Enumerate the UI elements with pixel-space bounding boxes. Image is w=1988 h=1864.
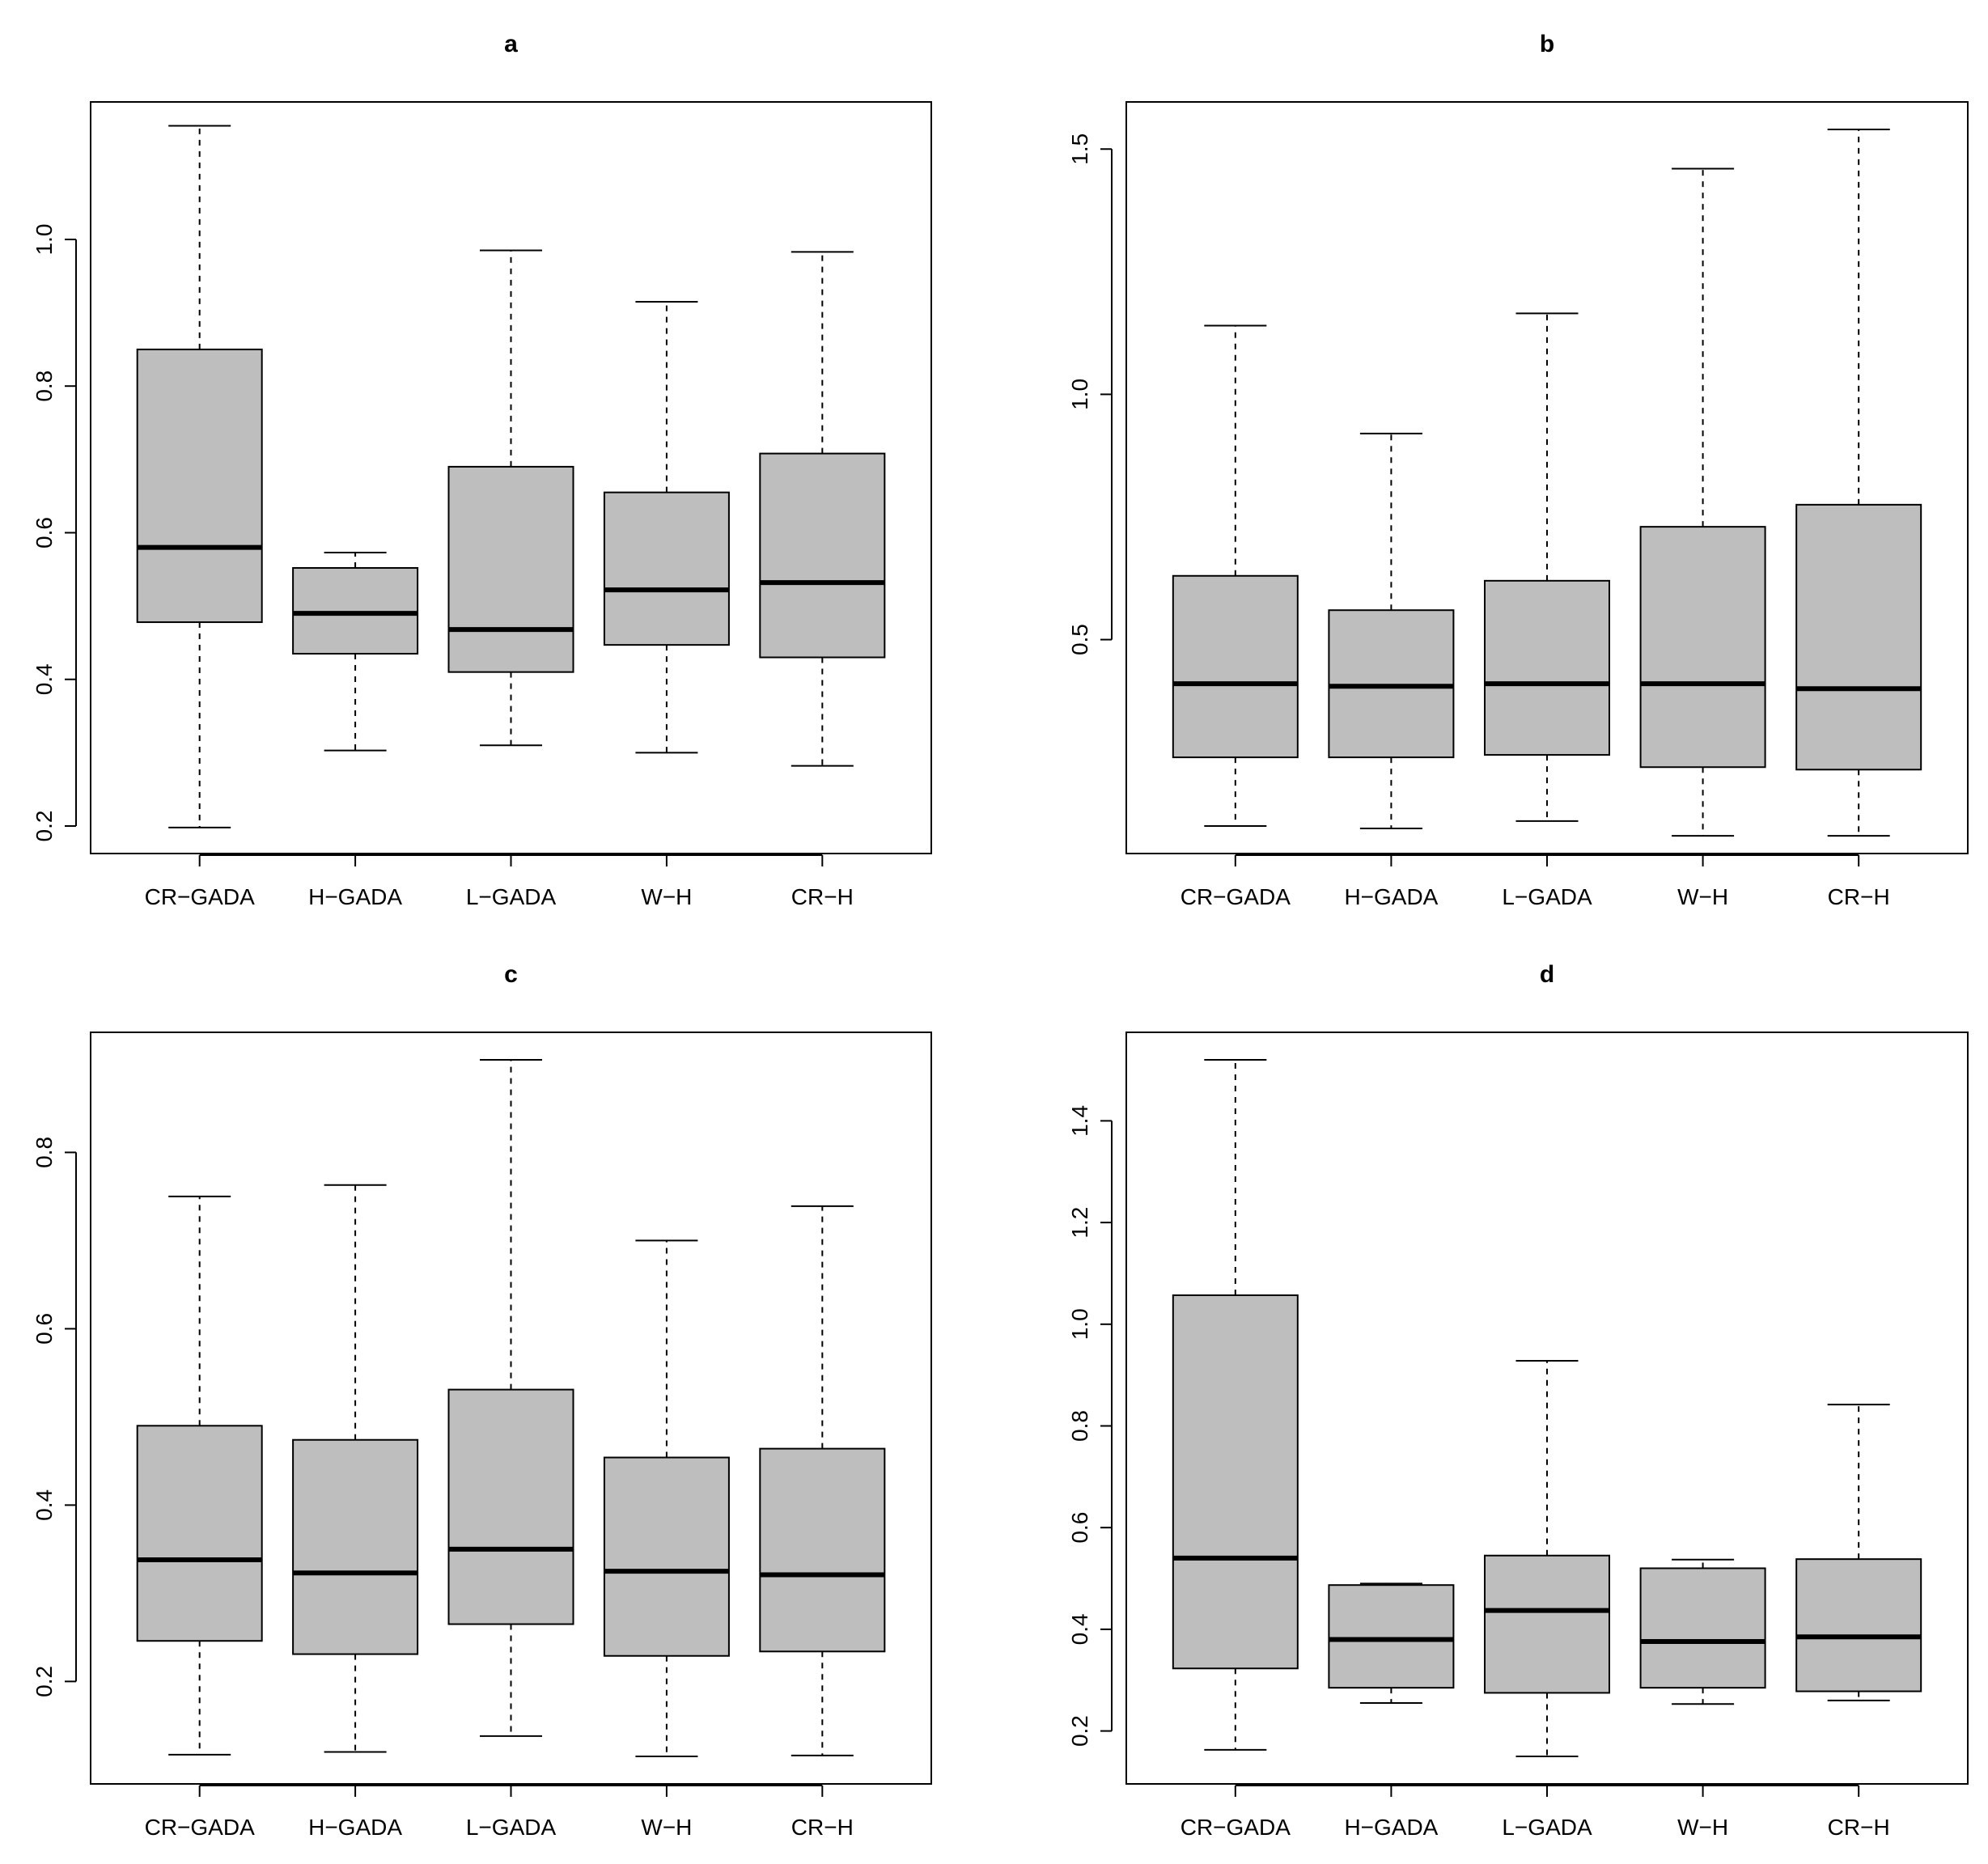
box-h-gada [292, 1184, 419, 1753]
box-w-h [1639, 167, 1766, 837]
y-tick-label: 1.0 [1067, 1308, 1092, 1340]
y-tick-label: 0.8 [32, 1137, 57, 1168]
y-tick-label: 0.6 [32, 517, 57, 549]
panel-c: c 0.2 0.4 0.6 0.8 CR−GADA H−GADA L−GADA W−H CR−H [32, 961, 932, 1840]
box-l-gada [447, 1059, 574, 1737]
y-tick-label: 0.4 [32, 1489, 57, 1521]
y-tick-label: 0.4 [1067, 1613, 1092, 1645]
iqr-box [603, 1456, 730, 1657]
x-tick-label: L−GADA [466, 884, 557, 909]
box-w-h [603, 300, 730, 754]
iqr-box [447, 465, 574, 673]
box-cr-h [1795, 1404, 1922, 1701]
y-tick-label: 0.2 [1067, 1715, 1092, 1747]
x-tick-label: CR−H [791, 884, 854, 909]
iqr-box [1172, 574, 1299, 759]
x-tick-label: CR−GADA [145, 884, 255, 909]
iqr-box [1639, 526, 1766, 769]
iqr-box [759, 1447, 886, 1653]
x-tick-label: W−H [1677, 1815, 1728, 1840]
y-tick-label: 0.8 [32, 371, 57, 402]
x-tick-label: H−GADA [308, 884, 402, 909]
box-cr-h [1795, 129, 1922, 837]
x-tick-label: CR−GADA [145, 1815, 255, 1840]
y-tick-label: 1.0 [1067, 379, 1092, 410]
panel-b: b 0.5 1.0 1.5 CR−GADA H−GADA L−GADA W−H CR−H [1067, 31, 1969, 909]
iqr-box [1639, 1567, 1766, 1689]
x-tick-label: W−H [641, 1815, 692, 1840]
box-cr-gada [1172, 1059, 1299, 1751]
panel-a: a 0.2 0.4 0.6 0.8 1.0 CR−GADA H−GADA L−GADA W−H CR… [32, 31, 932, 909]
y-tick-label: 1.4 [1067, 1105, 1092, 1137]
iqr-box [447, 1388, 574, 1625]
iqr-box [1795, 1558, 1922, 1692]
y-tick-label: 1.2 [1067, 1207, 1092, 1239]
plot-frame [90, 101, 932, 854]
plot-frame [90, 1032, 932, 1785]
box-l-gada [1484, 1360, 1610, 1757]
y-tick-label: 0.4 [32, 663, 57, 695]
iqr-box [1172, 1294, 1299, 1670]
panel-title: c [504, 961, 518, 988]
panel-title: b [1540, 31, 1554, 57]
box-h-gada [1328, 1582, 1455, 1705]
panel-title: a [504, 31, 518, 57]
y-tick-label: 0.2 [32, 811, 57, 842]
iqr-box [759, 452, 886, 659]
plot-frame [1125, 1032, 1969, 1785]
plot-frame [1125, 101, 1969, 854]
x-tick-label: L−GADA [466, 1815, 557, 1840]
x-tick-label: CR−GADA [1181, 884, 1291, 909]
y-tick-label: 0.5 [1067, 624, 1092, 655]
iqr-box [136, 348, 263, 624]
x-tick-label: CR−GADA [1181, 1815, 1291, 1840]
iqr-box [292, 566, 419, 655]
y-tick-label: 1.5 [1067, 133, 1092, 165]
iqr-box [1795, 503, 1922, 771]
x-tick-label: W−H [1677, 884, 1728, 909]
box-h-gada [292, 551, 419, 752]
x-tick-label: L−GADA [1502, 1815, 1592, 1840]
iqr-box [1484, 579, 1610, 756]
box-l-gada [447, 249, 574, 747]
x-tick-label: H−GADA [1344, 884, 1438, 909]
panel-d: d 0.2 0.4 0.6 0.8 1.0 1.2 1.4 CR−GADA H−GADA L−GAD… [1067, 961, 1969, 1840]
x-tick-label: CR−H [791, 1815, 854, 1840]
x-tick-label: L−GADA [1502, 884, 1592, 909]
iqr-box [292, 1438, 419, 1655]
iqr-box [1484, 1554, 1610, 1694]
box-cr-h [759, 251, 886, 767]
box-cr-h [759, 1205, 886, 1756]
x-tick-label: W−H [641, 884, 692, 909]
iqr-box [1328, 609, 1455, 759]
box-cr-gada [1172, 324, 1299, 827]
iqr-box [1328, 1584, 1455, 1689]
iqr-box [136, 1425, 263, 1642]
x-tick-label: H−GADA [308, 1815, 402, 1840]
panel-title: d [1540, 961, 1554, 988]
box-cr-gada [136, 1195, 263, 1756]
y-tick-label: 0.6 [1067, 1512, 1092, 1544]
box-h-gada [1328, 432, 1455, 830]
box-w-h [1639, 1558, 1766, 1705]
box-w-h [603, 1239, 730, 1757]
y-tick-label: 0.8 [1067, 1410, 1092, 1442]
y-tick-label: 0.6 [32, 1313, 57, 1345]
x-tick-label: CR−H [1828, 884, 1890, 909]
x-tick-label: H−GADA [1344, 1815, 1438, 1840]
x-tick-label: CR−H [1828, 1815, 1890, 1840]
y-tick-label: 1.0 [32, 223, 57, 255]
box-l-gada [1484, 312, 1610, 822]
box-cr-gada [136, 125, 263, 828]
iqr-box [603, 491, 730, 646]
y-tick-label: 0.2 [32, 1666, 57, 1697]
